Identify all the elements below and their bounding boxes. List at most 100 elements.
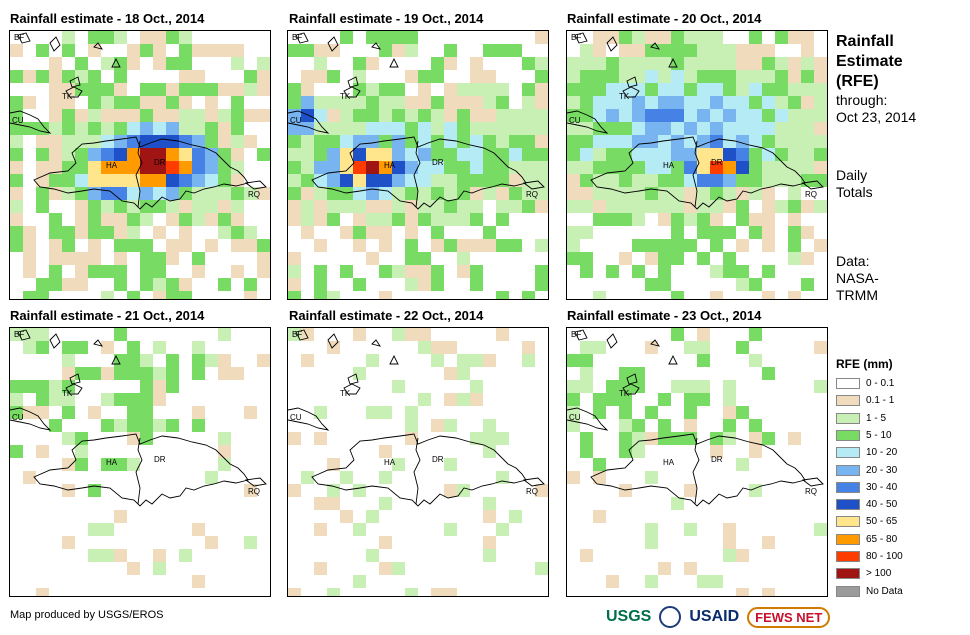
rainfall-cell <box>314 148 327 161</box>
rainfall-cell <box>62 135 75 148</box>
rainfall-cell <box>684 148 697 161</box>
map-label-dr: DR <box>711 455 723 464</box>
rainfall-cell <box>483 432 496 445</box>
legend-item: 20 - 30 <box>836 462 897 479</box>
rainfall-cell <box>101 419 114 432</box>
rainfall-cell <box>114 174 127 187</box>
rainfall-cell <box>10 380 23 393</box>
rainfall-cell <box>114 187 127 200</box>
rainfall-cell <box>314 291 327 299</box>
rainfall-cell <box>127 213 140 226</box>
rainfall-cell <box>671 200 684 213</box>
rainfall-cell <box>567 380 580 393</box>
rainfall-cell <box>62 122 75 135</box>
rainfall-cell <box>567 471 580 484</box>
rainfall-cell <box>179 31 192 44</box>
rainfall-cell <box>483 122 496 135</box>
rainfall-cell <box>619 252 632 265</box>
rainfall-cell <box>431 70 444 83</box>
rainfall-cell <box>205 161 218 174</box>
rainfall-cell <box>645 96 658 109</box>
rainfall-cell <box>632 83 645 96</box>
rainfall-cell <box>379 200 392 213</box>
rainfall-cell <box>75 200 88 213</box>
legend-label: 10 - 20 <box>866 447 898 459</box>
rainfall-cell <box>49 161 62 174</box>
rainfall-cell <box>535 161 548 174</box>
rainfall-cell <box>314 96 327 109</box>
legend-label: 0.1 - 1 <box>866 395 895 407</box>
rainfall-cell <box>814 380 827 393</box>
rainfall-cell <box>153 57 166 70</box>
rainfall-cell <box>593 44 606 57</box>
rainfall-cell <box>340 200 353 213</box>
rainfall-cell <box>496 200 509 213</box>
rainfall-cell <box>166 122 179 135</box>
bahamas-outline <box>295 329 309 341</box>
rainfall-cell <box>645 239 658 252</box>
rainfall-cell <box>645 148 658 161</box>
rainfall-cell <box>723 109 736 122</box>
rainfall-cell <box>457 187 470 200</box>
rainfall-cell <box>166 57 179 70</box>
rainfall-cell <box>301 187 314 200</box>
rainfall-cell <box>153 135 166 148</box>
rainfall-cell <box>775 109 788 122</box>
rainfall-cell <box>127 458 140 471</box>
rainfall-cell <box>166 161 179 174</box>
rainfall-cell <box>788 122 801 135</box>
rainfall-cell <box>205 96 218 109</box>
rainfall-cell <box>23 122 36 135</box>
rainfall-cell <box>36 278 49 291</box>
rainfall-cell <box>140 252 153 265</box>
rainfall-cell <box>179 200 192 213</box>
rainfall-cell <box>567 135 580 148</box>
rainfall-cell <box>366 161 379 174</box>
rainfall-cell <box>619 187 632 200</box>
rainfall-cell <box>723 549 736 562</box>
rainfall-cell <box>301 109 314 122</box>
rainfall-cell <box>301 200 314 213</box>
map-label-tk: TK <box>340 92 351 101</box>
map-panel-3: BF TK CU HA DR RQ <box>566 30 828 300</box>
legend-label: 20 - 30 <box>866 464 898 476</box>
rainfall-cell <box>619 484 632 497</box>
rainfall-cell <box>710 57 723 70</box>
rainfall-cell <box>405 328 418 341</box>
rainfall-cell <box>49 252 62 265</box>
bahamas-outline <box>69 373 81 385</box>
rainfall-cell <box>127 226 140 239</box>
rainfall-cell <box>36 70 49 83</box>
rainfall-cell <box>366 122 379 135</box>
rainfall-cell <box>231 200 244 213</box>
rainfall-cell <box>379 291 392 299</box>
rainfall-cell <box>153 174 166 187</box>
rainfall-cell <box>36 291 49 299</box>
rainfall-cell <box>244 239 257 252</box>
rainfall-cell <box>366 109 379 122</box>
rainfall-cell <box>619 367 632 380</box>
rainfall-cell <box>140 96 153 109</box>
rainfall-cell <box>166 200 179 213</box>
rainfall-cell <box>723 523 736 536</box>
rainfall-cell <box>697 70 710 83</box>
rainfall-cell <box>288 161 301 174</box>
rainfall-cell <box>749 161 762 174</box>
rainfall-cell <box>697 161 710 174</box>
rainfall-cell <box>140 200 153 213</box>
rainfall-cell <box>418 174 431 187</box>
rainfall-cell <box>23 252 36 265</box>
rainfall-cell <box>75 226 88 239</box>
rainfall-cell <box>314 70 327 83</box>
rainfall-cell <box>788 187 801 200</box>
rainfall-cell <box>244 70 257 83</box>
rainfall-cell <box>75 341 88 354</box>
rainfall-cell <box>509 44 522 57</box>
legend-item: 10 - 20 <box>836 444 897 461</box>
rainfall-cell <box>366 148 379 161</box>
rainfall-cell <box>88 161 101 174</box>
rainfall-cell <box>218 122 231 135</box>
rainfall-cell <box>580 109 593 122</box>
rainfall-cell <box>192 83 205 96</box>
rainfall-cell <box>522 148 535 161</box>
